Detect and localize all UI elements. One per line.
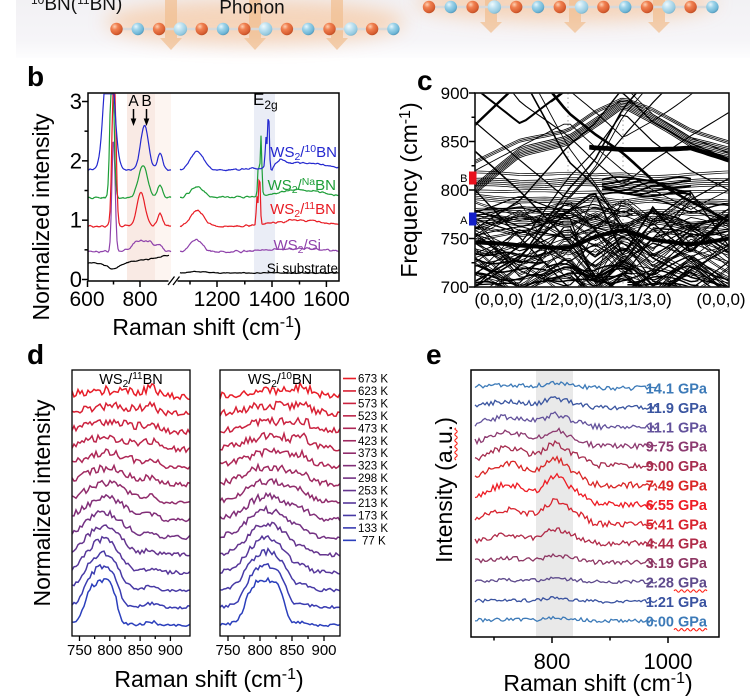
svg-text:1.21 GPa: 1.21 GPa xyxy=(646,595,708,611)
svg-text:0.00 GPa: 0.00 GPa xyxy=(646,614,708,630)
svg-text:800: 800 xyxy=(247,642,272,659)
svg-text:473 K: 473 K xyxy=(358,423,388,435)
svg-text:Normalized intensity: Normalized intensity xyxy=(29,399,55,607)
svg-text:WS2/NaBN: WS2/NaBN xyxy=(268,176,336,196)
svg-text:b: b xyxy=(27,61,44,92)
svg-text:323 K: 323 K xyxy=(358,461,388,473)
svg-text:A: A xyxy=(460,215,468,227)
svg-text:573 K: 573 K xyxy=(358,398,388,410)
svg-text:9.75 GPa: 9.75 GPa xyxy=(646,440,708,456)
svg-text:423 K: 423 K xyxy=(358,436,388,448)
svg-text:WS2/11BN: WS2/11BN xyxy=(99,371,163,390)
svg-text:e: e xyxy=(426,339,442,370)
svg-text:213 K: 213 K xyxy=(358,498,388,510)
svg-text:900: 900 xyxy=(311,642,336,659)
svg-text:Intensity (a.u.): Intensity (a.u.) xyxy=(431,417,457,563)
svg-text:133 K: 133 K xyxy=(358,523,388,535)
svg-text:1000: 1000 xyxy=(644,649,693,674)
svg-text:673 K: 673 K xyxy=(358,374,388,386)
svg-text:WS2/11BN: WS2/11BN xyxy=(270,200,336,220)
svg-text:800: 800 xyxy=(441,181,469,200)
svg-text:700: 700 xyxy=(441,278,469,297)
svg-text:3.19 GPa: 3.19 GPa xyxy=(646,556,708,572)
svg-text:A: A xyxy=(128,93,139,110)
svg-text:750: 750 xyxy=(215,642,240,659)
svg-text:7.49 GPa: 7.49 GPa xyxy=(646,479,708,495)
svg-text:800: 800 xyxy=(122,288,157,311)
svg-text:800: 800 xyxy=(534,649,571,674)
svg-text:Raman shift (cm-1): Raman shift (cm-1) xyxy=(114,666,303,692)
svg-text:Raman shift (cm-1): Raman shift (cm-1) xyxy=(112,314,301,340)
svg-text:B: B xyxy=(141,93,151,110)
svg-text:5.41 GPa: 5.41 GPa xyxy=(646,517,708,533)
svg-text:3: 3 xyxy=(70,89,82,114)
svg-text:Raman shift (cm-1): Raman shift (cm-1) xyxy=(503,670,692,696)
svg-text:9.00 GPa: 9.00 GPa xyxy=(646,459,708,475)
svg-text:850: 850 xyxy=(128,642,153,659)
svg-text:11.1 GPa: 11.1 GPa xyxy=(647,420,708,436)
svg-text:(0,0,0): (0,0,0) xyxy=(696,290,745,309)
svg-text:173 K: 173 K xyxy=(358,510,388,522)
svg-text:WS2/10BN: WS2/10BN xyxy=(248,371,312,390)
svg-text:850: 850 xyxy=(279,642,304,659)
svg-text:10BN(11BN): 10BN(11BN) xyxy=(31,0,122,15)
svg-text:1200: 1200 xyxy=(194,288,241,311)
svg-text:(1/3,1/3,0): (1/3,1/3,0) xyxy=(594,290,672,309)
svg-text:Normalized intensity: Normalized intensity xyxy=(28,113,54,321)
svg-text:0: 0 xyxy=(70,267,82,292)
svg-text:d: d xyxy=(27,339,44,370)
svg-text:77 K: 77 K xyxy=(362,535,386,547)
svg-text:298 K: 298 K xyxy=(358,473,388,485)
svg-text:B: B xyxy=(460,173,467,185)
svg-text:6.55 GPa: 6.55 GPa xyxy=(646,498,708,514)
svg-text:523 K: 523 K xyxy=(358,411,388,423)
svg-text:2: 2 xyxy=(70,148,82,173)
svg-text:Phonon: Phonon xyxy=(219,0,285,19)
svg-text:900: 900 xyxy=(441,84,469,103)
svg-text:WS2/Si: WS2/Si xyxy=(273,237,321,256)
svg-text:(1/2,0,0): (1/2,0,0) xyxy=(530,290,593,309)
svg-text:WS2/10BN: WS2/10BN xyxy=(270,143,337,163)
svg-text:4.44 GPa: 4.44 GPa xyxy=(646,537,708,553)
svg-text:623 K: 623 K xyxy=(358,386,388,398)
svg-text:800: 800 xyxy=(97,642,122,659)
svg-text:1600: 1600 xyxy=(303,288,350,311)
svg-text:11.9 GPa: 11.9 GPa xyxy=(647,401,708,417)
svg-text:Frequency (cm-1): Frequency (cm-1) xyxy=(396,102,422,277)
svg-text:600: 600 xyxy=(69,288,104,311)
svg-text:14.1 GPa: 14.1 GPa xyxy=(646,382,708,398)
svg-text:(0,0,0): (0,0,0) xyxy=(474,290,523,309)
svg-text:750: 750 xyxy=(441,230,469,249)
svg-text:2.28 GPa: 2.28 GPa xyxy=(646,576,708,592)
svg-text:850: 850 xyxy=(441,133,469,152)
svg-text:900: 900 xyxy=(158,642,183,659)
svg-text:1400: 1400 xyxy=(249,288,296,311)
svg-text:Si substrate: Si substrate xyxy=(267,261,338,276)
svg-text:c: c xyxy=(417,65,433,96)
svg-text:373 K: 373 K xyxy=(358,448,388,460)
svg-text:253 K: 253 K xyxy=(358,486,388,498)
svg-text:750: 750 xyxy=(67,642,92,659)
svg-text:1: 1 xyxy=(70,208,82,233)
